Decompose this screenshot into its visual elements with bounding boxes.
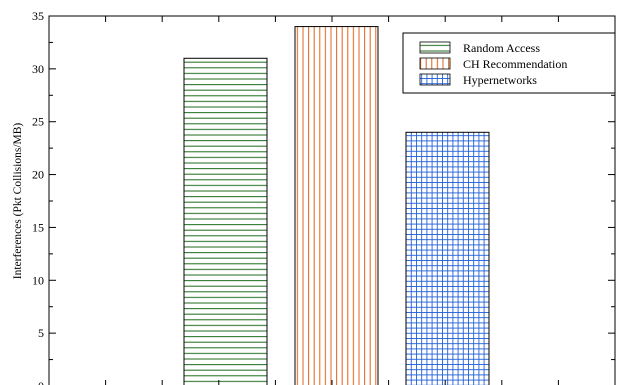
legend-label-ch-recommendation: CH Recommendation — [463, 57, 567, 71]
y-tick-label-5: 25 — [32, 115, 44, 129]
legend-label-hypernetworks: Hypernetworks — [463, 73, 537, 87]
bars-group — [183, 26, 490, 385]
bar-hypernetworks — [405, 131, 490, 385]
y-axis: 0 5 10 15 20 25 30 35 — [32, 9, 615, 385]
y-tick-label-3: 15 — [32, 220, 44, 234]
bar-random-access — [183, 57, 268, 385]
y-tick-label-4: 20 — [32, 168, 44, 182]
legend: Random Access CH Recommendation Hypernet… — [402, 32, 616, 94]
y-tick-label-6: 30 — [32, 62, 44, 76]
y-tick-label-1: 5 — [38, 326, 44, 340]
y-axis-title: Interferences (Pkt Collisions/MB) — [12, 123, 24, 280]
legend-swatch-random-access — [419, 41, 451, 54]
y-tick-label-2: 10 — [32, 273, 44, 287]
y-tick-label-0: 0 — [38, 379, 44, 385]
x-axis-ticks — [105, 16, 559, 385]
legend-swatch-hypernetworks — [419, 73, 451, 86]
y-tick-label-7: 35 — [32, 9, 44, 23]
legend-label-random-access: Random Access — [463, 41, 540, 55]
bar-ch-recommendation — [294, 26, 379, 385]
legend-swatch-ch-recommendation — [419, 57, 451, 70]
